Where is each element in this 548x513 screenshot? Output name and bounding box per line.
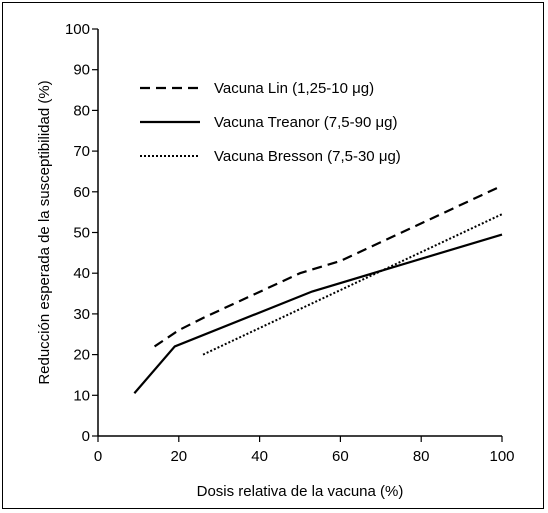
y-tick-label: 90 xyxy=(73,62,90,79)
y-tick-label: 40 xyxy=(73,265,90,282)
y-tick-label: 80 xyxy=(73,102,90,119)
series-line-1 xyxy=(153,184,503,348)
x-tick-label: 40 xyxy=(251,448,268,465)
y-tick-label: 100 xyxy=(65,21,90,38)
x-axis-title: Dosis relativa de la vacuna (%) xyxy=(197,483,404,500)
series-lines xyxy=(133,184,503,394)
x-tick-label: 100 xyxy=(489,448,514,465)
y-tick-label: 30 xyxy=(73,306,90,323)
figure-frame xyxy=(2,2,544,509)
y-tick-label: 70 xyxy=(73,143,90,160)
legend-label-1: Vacuna Lin (1,25-10 μg) xyxy=(214,80,374,97)
y-tick-label: 10 xyxy=(73,387,90,404)
series-line-2 xyxy=(133,233,503,394)
series-line-3 xyxy=(202,213,503,356)
x-tick-label: 60 xyxy=(332,448,349,465)
tick-marks: 0 10 20 30 40 50 60 70 80 90 100 0 20 40 60 80 100 xyxy=(65,21,515,465)
x-tick-label: 80 xyxy=(413,448,430,465)
x-tick-label: 20 xyxy=(170,448,187,465)
x-tick-label: 0 xyxy=(94,448,102,465)
y-tick-label: 0 xyxy=(82,428,90,445)
y-tick-label: 50 xyxy=(73,225,90,242)
legend-label-3: Vacuna Bresson (7,5-30 μg) xyxy=(214,148,401,165)
y-tick-label: 60 xyxy=(73,184,90,201)
legend-label-2: Vacuna Treanor (7,5-90 μg) xyxy=(214,114,397,131)
y-tick-label: 20 xyxy=(73,347,90,364)
legend: Vacuna Lin (1,25-10 μg) Vacuna Treanor (7… xyxy=(140,80,401,165)
y-axis-title: Reducción esperada de la susceptibilidad… xyxy=(36,80,53,384)
